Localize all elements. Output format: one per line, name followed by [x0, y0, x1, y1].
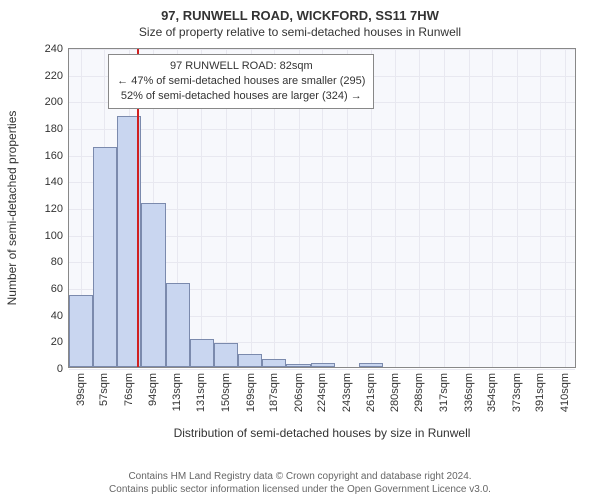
- y-tick-label: 100: [45, 230, 69, 242]
- histogram-bar: [190, 339, 214, 367]
- y-tick-label: 200: [45, 96, 69, 108]
- x-tick-label: 261sqm: [365, 373, 377, 412]
- y-tick-label: 160: [45, 150, 69, 162]
- y-tick-label: 20: [51, 336, 69, 348]
- grid-v: [395, 49, 396, 367]
- y-tick-label: 0: [57, 363, 69, 375]
- x-tick-label: 317sqm: [438, 373, 450, 412]
- footer-line-2: Contains public sector information licen…: [0, 483, 600, 496]
- histogram-bar: [238, 354, 262, 367]
- grid-v: [540, 49, 541, 367]
- x-tick-label: 94sqm: [147, 373, 159, 406]
- grid-h: [69, 369, 575, 370]
- grid-v: [444, 49, 445, 367]
- x-tick-label: 169sqm: [245, 373, 257, 412]
- x-tick-label: 373sqm: [511, 373, 523, 412]
- footer-line-1: Contains HM Land Registry data © Crown c…: [0, 470, 600, 483]
- title-line-2: Size of property relative to semi-detach…: [0, 23, 600, 39]
- y-tick-label: 140: [45, 176, 69, 188]
- x-tick-label: 206sqm: [293, 373, 305, 412]
- histogram-bar: [166, 283, 190, 367]
- histogram-bar: [286, 364, 310, 367]
- x-tick-label: 354sqm: [486, 373, 498, 412]
- x-tick-label: 113sqm: [171, 373, 183, 411]
- x-tick-label: 243sqm: [341, 373, 353, 412]
- x-tick-label: 131sqm: [195, 373, 207, 412]
- y-tick-label: 180: [45, 123, 69, 135]
- grid-v: [517, 49, 518, 367]
- x-tick-label: 298sqm: [413, 373, 425, 412]
- x-tick-label: 410sqm: [559, 373, 571, 412]
- histogram-bar: [359, 363, 383, 367]
- x-tick-label: 280sqm: [389, 373, 401, 412]
- y-tick-label: 60: [51, 283, 69, 295]
- grid-v: [492, 49, 493, 367]
- grid-v: [469, 49, 470, 367]
- grid-v: [565, 49, 566, 367]
- histogram-bar: [69, 295, 93, 367]
- histogram-bar: [141, 203, 165, 367]
- y-tick-label: 240: [45, 43, 69, 55]
- annotation-box: 97 RUNWELL ROAD: 82sqm← 47% of semi-deta…: [108, 54, 374, 109]
- x-tick-label: 224sqm: [316, 373, 328, 412]
- x-tick-label: 39sqm: [75, 373, 87, 406]
- x-tick-label: 76sqm: [123, 373, 135, 406]
- histogram-bar: [93, 147, 117, 367]
- y-tick-label: 40: [51, 310, 69, 322]
- y-tick-label: 120: [45, 203, 69, 215]
- annotation-line: ← 47% of semi-detached houses are smalle…: [117, 74, 365, 89]
- chart-plot-area: 02040608010012014016018020022024039sqm57…: [68, 48, 576, 368]
- y-tick-label: 220: [45, 70, 69, 82]
- x-tick-label: 187sqm: [268, 373, 280, 412]
- y-axis-label: Number of semi-detached properties: [5, 111, 19, 306]
- x-tick-label: 391sqm: [534, 373, 546, 412]
- x-tick-label: 336sqm: [463, 373, 475, 412]
- x-tick-label: 57sqm: [98, 373, 110, 406]
- grid-v: [419, 49, 420, 367]
- x-tick-label: 150sqm: [220, 373, 232, 412]
- x-axis-label: Distribution of semi-detached houses by …: [68, 426, 576, 440]
- annotation-line: 52% of semi-detached houses are larger (…: [117, 89, 365, 104]
- y-tick-label: 80: [51, 256, 69, 268]
- histogram-bar: [214, 343, 238, 367]
- title-line-1: 97, RUNWELL ROAD, WICKFORD, SS11 7HW: [0, 0, 600, 23]
- annotation-line: 97 RUNWELL ROAD: 82sqm: [117, 59, 365, 74]
- histogram-bar: [262, 359, 286, 367]
- footer-attribution: Contains HM Land Registry data © Crown c…: [0, 470, 600, 496]
- histogram-bar: [311, 363, 335, 367]
